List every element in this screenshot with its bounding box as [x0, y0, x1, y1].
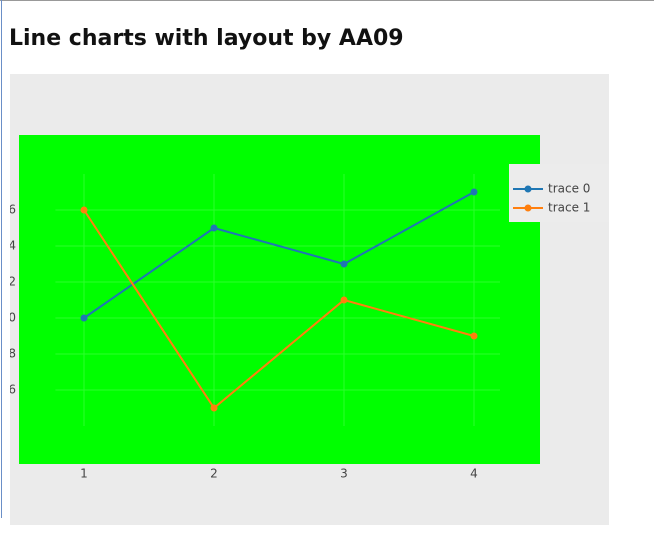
y-tick-label: 8 — [10, 347, 16, 361]
x-tick-label: 4 — [470, 467, 478, 481]
legend-marker — [524, 185, 532, 193]
y-tick-label: 6 — [10, 383, 16, 397]
marker — [210, 404, 218, 412]
top-border — [0, 0, 654, 1]
marker — [340, 296, 348, 304]
x-tick-label: 3 — [340, 467, 348, 481]
legend-label: trace 0 — [548, 182, 590, 196]
line — [83, 191, 475, 319]
left-border — [1, 0, 2, 518]
x-tick-label: 1 — [80, 467, 88, 481]
legend-box — [509, 164, 609, 222]
plot-background — [19, 135, 540, 464]
legend-marker — [524, 204, 532, 212]
x-tick-label: 2 — [210, 467, 218, 481]
marker — [80, 314, 88, 322]
marker — [80, 206, 88, 214]
legend-label: trace 1 — [548, 201, 590, 215]
marker — [470, 332, 478, 340]
marker — [210, 224, 218, 232]
marker — [340, 260, 348, 268]
y-tick-label: 14 — [10, 239, 16, 253]
y-tick-label: 16 — [10, 203, 16, 217]
marker — [470, 188, 478, 196]
y-tick-label: 10 — [10, 311, 16, 325]
page-title: Line charts with layout by AA09 — [9, 26, 404, 51]
y-tick-label: 12 — [10, 275, 16, 289]
line — [83, 209, 475, 410]
